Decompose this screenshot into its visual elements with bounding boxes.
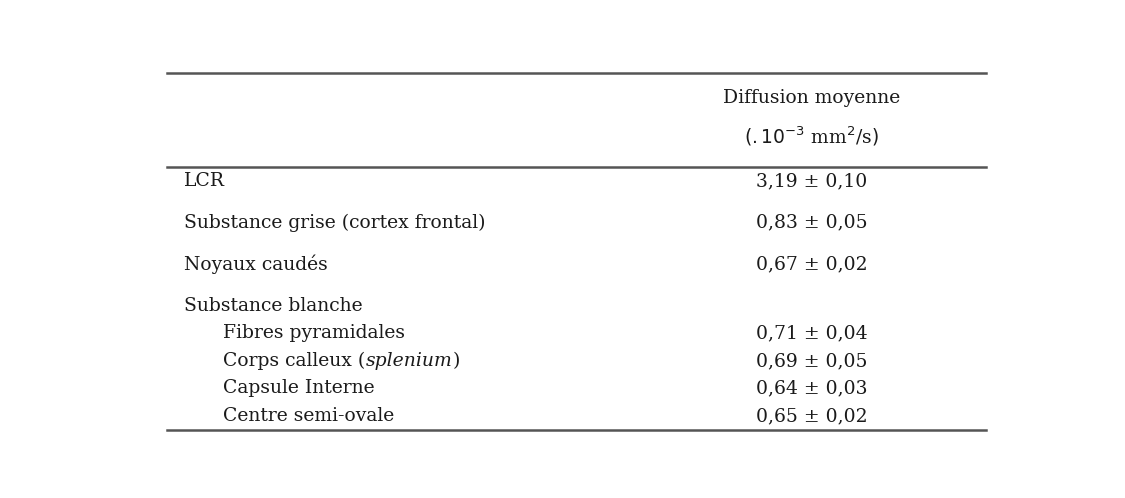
Text: Corps calleux (: Corps calleux ( (224, 352, 366, 370)
Text: Diffusion moyenne: Diffusion moyenne (723, 89, 901, 107)
Text: $(.10^{-3}\ \mathregular{mm}^2\mathregular{/s})$: $(.10^{-3}\ \mathregular{mm}^2\mathregul… (745, 124, 880, 148)
Text: splenium: splenium (366, 352, 452, 370)
Text: Centre semi-ovale: Centre semi-ovale (224, 407, 395, 425)
Text: 0,65 ± 0,02: 0,65 ± 0,02 (756, 407, 867, 425)
Text: 0,69 ± 0,05: 0,69 ± 0,05 (756, 352, 867, 370)
Text: Capsule Interne: Capsule Interne (224, 379, 375, 397)
Text: ): ) (452, 352, 460, 370)
Text: 3,19 ± 0,10: 3,19 ± 0,10 (756, 172, 867, 190)
Text: LCR: LCR (184, 172, 225, 190)
Text: 0,67 ± 0,02: 0,67 ± 0,02 (756, 255, 867, 273)
Text: Fibres pyramidales: Fibres pyramidales (224, 324, 405, 343)
Text: Substance blanche: Substance blanche (184, 297, 363, 315)
Text: 0,71 ± 0,04: 0,71 ± 0,04 (756, 324, 867, 343)
Text: Noyaux caudés: Noyaux caudés (184, 254, 328, 274)
Text: 0,64 ± 0,03: 0,64 ± 0,03 (756, 379, 867, 397)
Text: Substance grise (cortex frontal): Substance grise (cortex frontal) (184, 214, 486, 232)
Text: 0,83 ± 0,05: 0,83 ± 0,05 (756, 214, 867, 232)
